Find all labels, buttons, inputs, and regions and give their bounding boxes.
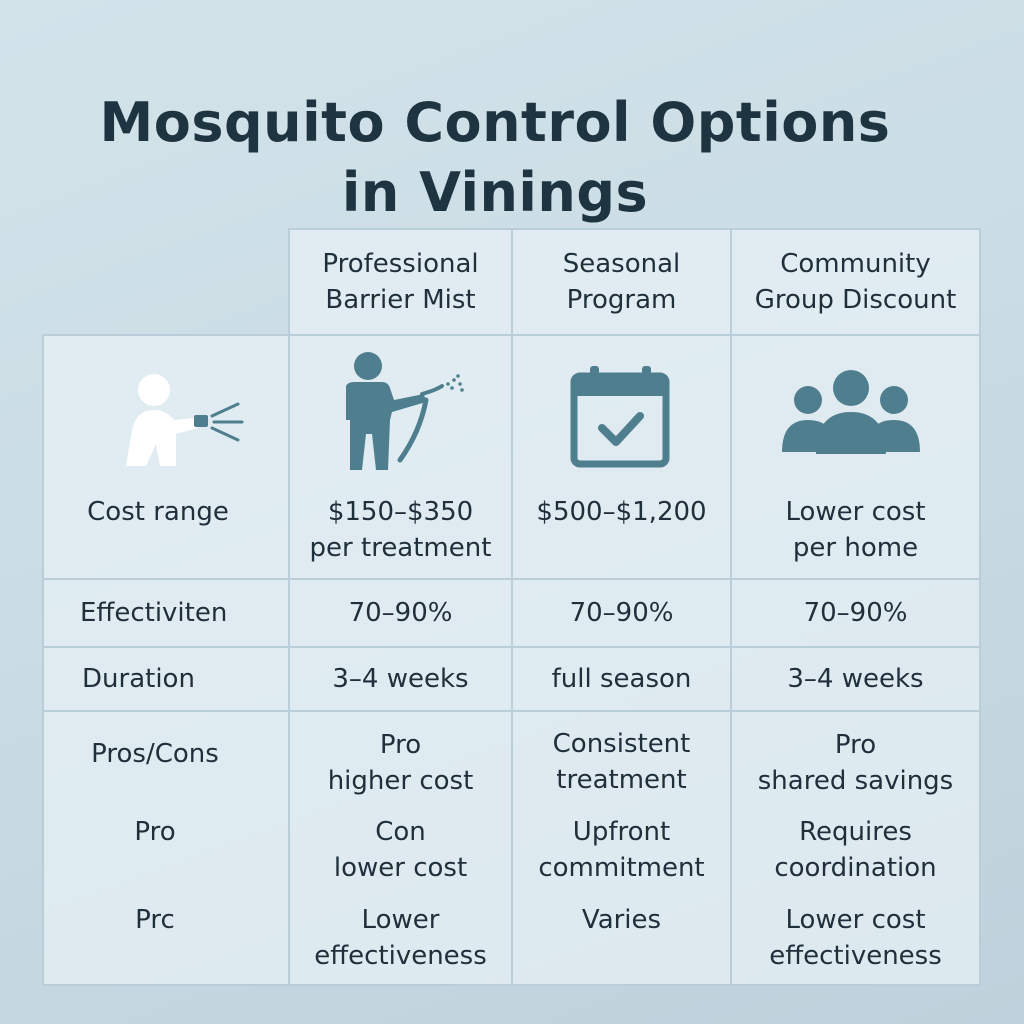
row-label-text: Prc [135,905,175,935]
cell-text: Lower [361,905,440,935]
pros-cons-barrier-mist-2: Con lower cost [288,814,513,886]
cell-text: Lower cost [785,497,926,527]
cell-text: higher cost [327,766,474,796]
cell-text: Consistent [552,729,691,759]
cell-text: Requires [799,817,912,847]
pros-cons-community-discount-1: Pro shared savings [730,727,981,799]
effectiveness-barrier-mist: 70–90% [288,578,513,648]
duration-seasonal-program: full season [511,646,732,712]
cell-text: 70–90% [348,598,453,628]
column-header-line: Community [780,249,931,279]
cell-text: Lower cost [785,905,926,935]
group-people-icon [778,368,924,458]
pros-cons-community-discount-2: Requires coordination [730,814,981,886]
cost-value-barrier-mist: $150–$350 per treatment [288,494,513,566]
row-label-effectiveness: Effectiviten [42,578,290,648]
cell-text: 70–90% [569,598,674,628]
cell-text: lower cost [333,853,468,883]
calendar-check-icon [566,362,676,472]
pros-cons-seasonal-program-1: Consistent treatment [511,726,732,798]
row-label-cell-cost [42,334,290,580]
column-header-seasonal-program: Seasonal Program [511,228,732,336]
cell-text: per home [792,533,919,563]
column-header-line: Program [566,285,677,315]
pros-cons-barrier-mist-1: Pro higher cost [288,727,513,799]
duration-barrier-mist: 3–4 weeks [288,646,513,712]
person-spraying-icon [96,368,246,472]
title-line-2: in Vinings [341,161,649,225]
cell-text: 3–4 weeks [332,664,469,694]
column-header-line: Professional [322,249,479,279]
cell-text: Pro [834,730,877,760]
row-label-text: Effectiviten [80,598,228,628]
row-label-cost: Cost range [42,494,274,530]
column-header-community-discount: Community Group Discount [730,228,981,336]
cell-text: $150–$350 [327,497,474,527]
row-label-prc: Prc [42,902,268,938]
row-label-text: Cost range [87,497,229,527]
title-line-1: Mosquito Control Options [99,91,891,155]
cell-text: Upfront [572,817,671,847]
duration-community-discount: 3–4 weeks [730,646,981,712]
cell-text: 3–4 weeks [787,664,924,694]
effectiveness-seasonal-program: 70–90% [511,578,732,648]
effectiveness-community-discount: 70–90% [730,578,981,648]
row-label-text: Pros/Cons [91,739,219,769]
cost-value-community-discount: Lower cost per home [730,494,981,566]
column-header-line: Barrier Mist [325,285,476,315]
page-title: Mosquito Control Options in Vinings [0,88,990,228]
row-label-text: Pro [134,817,176,847]
column-header-barrier-mist: Professional Barrier Mist [288,228,513,336]
cell-text: commitment [538,853,705,883]
pros-cons-seasonal-program-3: Varies [511,902,732,938]
cell-text: per treatment [309,533,492,563]
row-label-text: Duration [82,664,195,694]
cell-text: effectiveness [314,941,487,971]
pros-cons-seasonal-program-2: Upfront commitment [511,814,732,886]
column-header-line: Group Discount [754,285,957,315]
row-label-duration: Duration [42,646,290,712]
pros-cons-label-cell [42,710,290,986]
cell-text: shared savings [757,766,954,796]
row-label-pro: Pro [42,814,268,850]
cell-text: 70–90% [803,598,908,628]
cost-value-seasonal-program: $500–$1,200 [511,494,732,530]
technician-spraying-icon [330,350,470,476]
cell-text: full season [551,664,692,694]
row-label-pros-cons: Pros/Cons [42,736,268,772]
cell-text: Pro [379,730,422,760]
cell-text: Con [375,817,426,847]
cell-text: coordination [774,853,937,883]
cell-text: Varies [581,905,662,935]
cell-text: $500–$1,200 [536,497,707,527]
column-header-line: Seasonal [562,249,681,279]
pros-cons-community-discount-3: Lower cost effectiveness [730,902,981,974]
pros-cons-barrier-mist-3: Lower effectiveness [288,902,513,974]
pros-cons-community-discount-cell [730,710,981,986]
cell-text: treatment [556,765,687,795]
cell-text: effectiveness [769,941,942,971]
